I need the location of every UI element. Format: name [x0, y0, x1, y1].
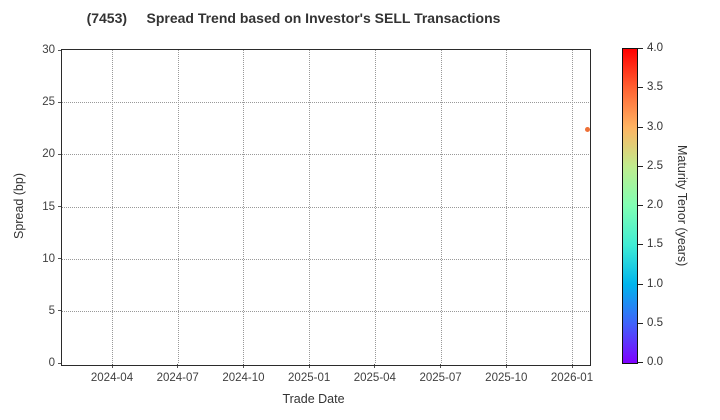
x-tick-label: 2025-07	[419, 371, 462, 384]
y-tick-mark	[57, 153, 62, 155]
y-gridline	[62, 206, 589, 208]
colorbar-tick-label: 3.5	[647, 81, 663, 94]
x-tick-mark	[571, 364, 573, 368]
y-tick-label: 10	[42, 252, 55, 265]
x-tick-mark	[177, 364, 179, 368]
y-tick-mark	[57, 258, 62, 260]
x-tick-mark	[505, 364, 507, 368]
y-tick-label: 20	[42, 148, 55, 161]
colorbar	[622, 48, 638, 364]
y-tick-label: 5	[48, 304, 55, 317]
colorbar-tick-label: 4.0	[647, 42, 663, 54]
y-tick-label: 15	[42, 200, 55, 213]
y-gridline	[62, 154, 589, 156]
colorbar-tick-mark	[638, 48, 643, 49]
colorbar-tick-mark	[638, 205, 643, 206]
x-tick-label: 2024-10	[222, 371, 265, 384]
colorbar-tick-label: 0.5	[647, 316, 663, 329]
y-gridline	[62, 310, 589, 312]
x-tick-label: 2024-07	[156, 371, 199, 384]
colorbar-tick-mark	[638, 283, 643, 285]
colorbar-label: Maturity Tenor (years)	[675, 145, 689, 267]
colorbar-tick-label: 3.0	[647, 120, 663, 133]
y-gridline	[62, 258, 589, 260]
y-tick-mark	[57, 206, 62, 207]
plot-area	[62, 50, 589, 363]
y-tick-mark	[57, 362, 62, 364]
colorbar-tick-mark	[638, 126, 643, 128]
chart-title: (7453) Spread Trend based on Investor's …	[86, 10, 501, 26]
colorbar-tick-label: 2.5	[647, 159, 663, 172]
data-point	[584, 126, 590, 132]
y-tick-label: 0	[48, 357, 55, 369]
y-tick-label: 25	[42, 96, 55, 109]
colorbar-tick-label: 2.0	[647, 199, 663, 211]
y-tick-mark	[57, 49, 62, 51]
x-tick-label: 2024-04	[90, 371, 134, 384]
y-tick-mark	[57, 101, 62, 103]
x-axis-label: Trade Date	[282, 392, 345, 406]
colorbar-tick-label: 1.5	[647, 238, 663, 251]
colorbar-tick-mark	[638, 362, 643, 363]
x-tick-label: 2025-10	[485, 371, 528, 384]
colorbar-tick-mark	[638, 322, 643, 324]
x-tick-mark	[374, 364, 376, 368]
y-tick-mark	[57, 310, 62, 312]
x-tick-label: 2025-01	[288, 371, 331, 384]
x-tick-mark	[440, 364, 442, 368]
colorbar-tick-label: 0.0	[647, 356, 663, 368]
x-tick-label: 2026-01	[550, 371, 594, 384]
colorbar-tick-mark	[638, 244, 643, 246]
x-tick-label: 2025-04	[353, 371, 396, 384]
colorbar-tick-mark	[638, 87, 643, 89]
y-gridline	[62, 102, 589, 104]
colorbar-tick-label: 1.0	[647, 277, 663, 290]
colorbar-tick-mark	[638, 165, 643, 167]
x-tick-mark	[308, 364, 310, 368]
x-tick-mark	[111, 364, 113, 368]
y-tick-label: 30	[42, 44, 55, 56]
x-tick-mark	[242, 364, 244, 368]
